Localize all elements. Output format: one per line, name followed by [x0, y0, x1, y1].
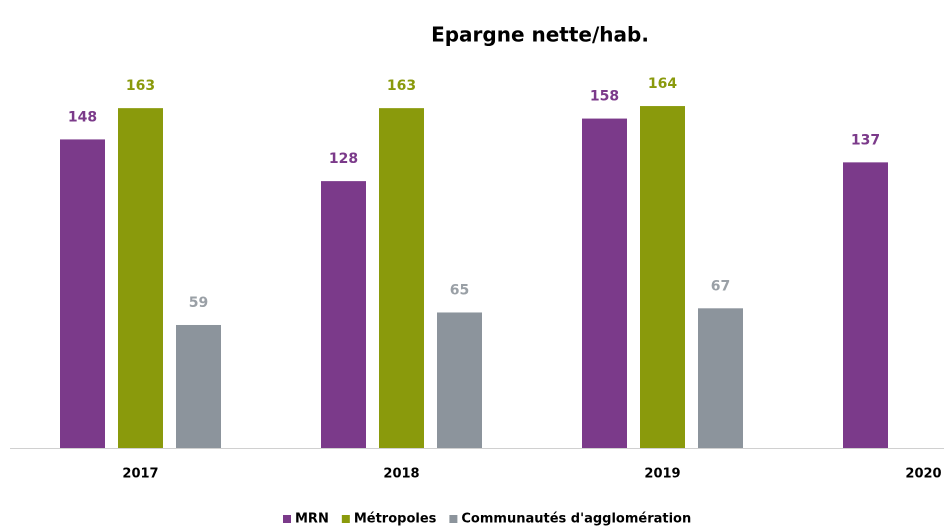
data-label: 163	[126, 78, 155, 94]
data-label: 59	[189, 295, 208, 311]
bar	[321, 181, 366, 448]
legend-swatch	[341, 515, 350, 523]
legend-label: MRN	[295, 512, 329, 527]
bar	[437, 312, 482, 448]
bar	[118, 108, 163, 449]
bar	[60, 139, 105, 449]
x-tick-label: 2018	[383, 467, 419, 482]
data-label: 163	[387, 78, 416, 94]
bar	[176, 324, 221, 448]
x-tick-label: 2020	[905, 467, 941, 482]
data-label: 158	[590, 89, 619, 105]
data-label: 128	[329, 151, 358, 167]
legend-swatch	[283, 515, 291, 523]
bar	[640, 106, 685, 448]
data-label: 137	[851, 132, 880, 148]
legend-swatch	[449, 515, 458, 523]
bar	[582, 118, 627, 448]
data-label: 65	[450, 282, 469, 298]
data-label: 148	[68, 109, 97, 125]
legend-label: Communautés d'agglomération	[461, 512, 691, 527]
legend-label: Métropoles	[354, 512, 437, 527]
chart-title: Epargne nette/hab.	[431, 23, 649, 47]
bar	[379, 108, 424, 449]
x-tick-label: 2017	[122, 467, 158, 482]
data-label: 164	[648, 76, 677, 92]
bar	[698, 308, 743, 448]
x-tick-label: 2019	[644, 467, 680, 482]
data-label: 67	[711, 278, 730, 294]
bar	[843, 162, 888, 449]
